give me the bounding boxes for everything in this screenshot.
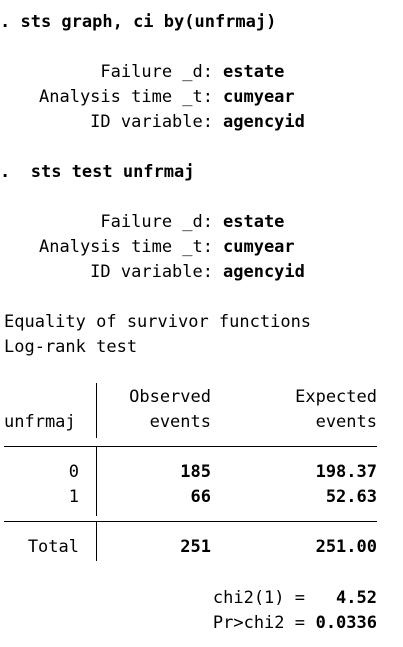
command-prompt: . <box>0 162 31 182</box>
table-vertical-rule-total <box>96 521 97 561</box>
col-header-expected-2: events <box>315 412 377 432</box>
id-variable-label: ID variable: <box>90 112 213 132</box>
total-observed: 251 <box>180 537 211 557</box>
col-header-observed-2: events <box>149 412 211 432</box>
col-header-observed-1: Observed <box>129 387 211 407</box>
p-value-label: Pr>chi2 = <box>212 613 305 633</box>
table-total-rule <box>4 521 377 522</box>
command-text: sts graph, ci by(unfrmaj) <box>20 12 277 32</box>
test-title: Equality of survivor functions <box>4 312 312 332</box>
total-label: Total <box>27 537 79 557</box>
row-observed: 185 <box>180 462 211 482</box>
row-observed: 66 <box>190 487 211 507</box>
id-variable-value: agencyid <box>223 262 305 282</box>
row-expected: 198.37 <box>315 462 377 482</box>
failure-value: estate <box>223 62 285 82</box>
failure-value: estate <box>223 212 285 232</box>
command-line-2: . sts test unfrmaj <box>0 160 194 185</box>
id-variable-value: agencyid <box>223 112 305 132</box>
command-text: sts test unfrmaj <box>30 162 195 182</box>
failure-label: Failure _d: <box>100 212 213 232</box>
row-group: 1 <box>68 487 79 507</box>
col-header-expected-1: Expected <box>295 387 377 407</box>
table-header-rule <box>4 446 377 447</box>
total-expected: 251.00 <box>315 537 377 557</box>
chi2-value: 4.52 <box>336 588 377 608</box>
p-value: 0.0336 <box>315 613 377 633</box>
row-expected: 52.63 <box>325 487 377 507</box>
row-group: 0 <box>68 462 79 482</box>
test-subtitle: Log-rank test <box>4 337 138 357</box>
id-variable-label: ID variable: <box>90 262 213 282</box>
command-line-1: . sts graph, ci by(unfrmaj) <box>0 10 276 35</box>
table-vertical-rule-header <box>96 383 97 438</box>
row-variable-header: unfrmaj <box>4 412 76 432</box>
analysis-time-label: Analysis time _t: <box>39 237 213 257</box>
analysis-time-label: Analysis time _t: <box>39 87 213 107</box>
analysis-time-value: cumyear <box>223 87 295 107</box>
command-prompt: . <box>0 12 21 32</box>
table-vertical-rule-body <box>96 446 97 516</box>
chi2-label: chi2(1) = <box>212 588 305 608</box>
failure-label: Failure _d: <box>100 62 213 82</box>
analysis-time-value: cumyear <box>223 237 295 257</box>
